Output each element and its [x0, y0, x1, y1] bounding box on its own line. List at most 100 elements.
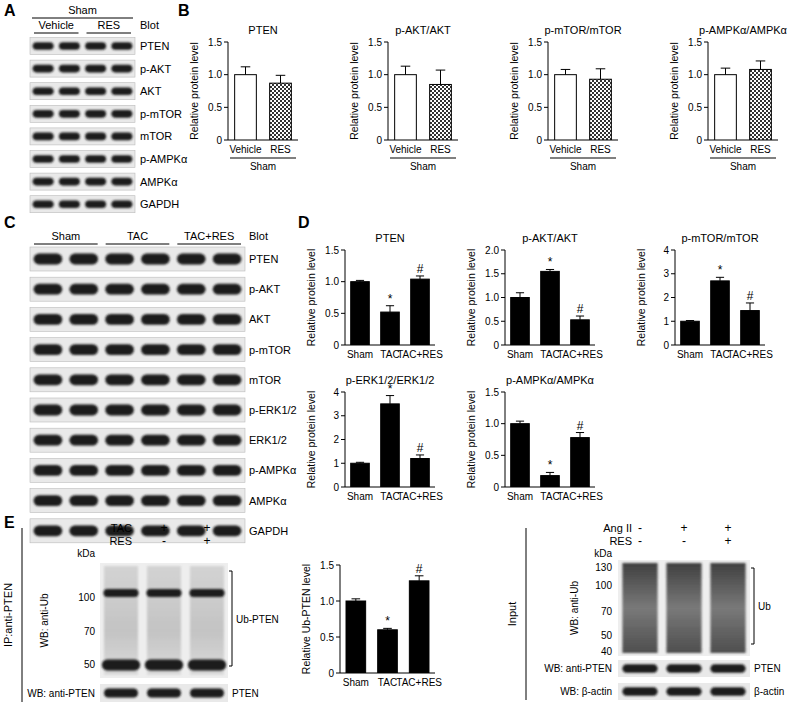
blot-strip	[30, 368, 245, 392]
y-tick	[671, 321, 675, 322]
band	[190, 689, 224, 698]
error-bar	[416, 276, 424, 279]
band	[85, 42, 106, 50]
band	[34, 495, 63, 506]
y-tick	[704, 140, 708, 141]
condition-name: TAC	[111, 522, 132, 534]
band	[111, 110, 132, 118]
bar	[351, 463, 370, 487]
y-tick-label: 0	[536, 135, 542, 146]
error-line	[520, 293, 521, 298]
group-label: Sham	[250, 161, 276, 172]
band	[33, 155, 54, 163]
y-tick	[501, 321, 505, 322]
condition-mark: -	[119, 534, 123, 548]
y-tick	[384, 42, 388, 43]
western-blot: ShamVehicleRESBlotPTENp-AKTAKTp-mTORmTOR…	[30, 4, 188, 213]
band	[710, 664, 745, 673]
bracket	[751, 568, 754, 644]
chart-title: p-mTOR/mTOR	[544, 24, 621, 36]
y-tick	[544, 107, 548, 108]
band	[213, 344, 242, 355]
band	[104, 589, 139, 597]
error-bar	[352, 599, 361, 601]
x-tick-label: RES	[590, 144, 611, 155]
bracket-label: Ub-PTEN	[236, 614, 279, 625]
y-axis-label: Relative protein level	[465, 391, 477, 488]
error-bar	[516, 293, 524, 298]
y-tick	[341, 313, 345, 314]
y-tick-label: 1.0	[208, 69, 222, 80]
band-label: PTEN	[232, 688, 259, 699]
chart-title: p-mTOR/mTOR	[681, 232, 758, 244]
band-label: β-actin	[754, 686, 784, 697]
ub-smear	[104, 566, 138, 675]
bar-chart: 00.51.01.5Sham*TAC#TAC+RESRelative Ub-PT…	[300, 560, 442, 689]
row-label: p-AMPKα	[140, 153, 188, 165]
y-axis-label: Relative protein level	[508, 42, 520, 139]
band	[33, 110, 54, 118]
band	[177, 405, 206, 416]
y-tick-label: 1.5	[528, 37, 542, 48]
error-cap	[516, 421, 524, 422]
bar	[511, 298, 530, 346]
blot-strip	[618, 660, 750, 677]
side-label: IP:anti-PTEN	[2, 583, 14, 647]
ip-blot: IP:anti-PTENTAC-++RES--+kDa1007050WB: an…	[2, 521, 279, 702]
error-bar	[686, 320, 694, 322]
y-tick-label: 0	[216, 135, 222, 146]
blot-strip	[30, 151, 135, 168]
x-tick-label: Vehicle	[229, 144, 262, 155]
band	[59, 65, 80, 73]
band	[105, 284, 134, 295]
row-label: AMPKα	[249, 495, 287, 507]
band	[34, 525, 63, 536]
band	[213, 525, 242, 536]
bar	[381, 404, 400, 487]
band	[34, 374, 63, 385]
error-cap	[756, 60, 766, 61]
row-label: p-AKT	[249, 283, 280, 295]
y-tick-label: 0.5	[325, 308, 339, 319]
row-label: mTOR	[140, 130, 172, 142]
error-bar	[401, 66, 411, 74]
y-tick-label: 1.0	[325, 276, 339, 287]
band	[59, 178, 80, 186]
y-tick	[341, 415, 345, 416]
band	[34, 254, 63, 265]
bars	[351, 276, 430, 345]
group-line	[87, 33, 132, 34]
ub-smear	[666, 563, 701, 653]
wb-label: WB: anti-Ub	[569, 581, 580, 635]
band	[666, 687, 701, 696]
band	[213, 254, 242, 265]
band	[105, 465, 134, 476]
error-bar	[546, 472, 554, 475]
blot-background	[618, 560, 750, 656]
chart-title: p-AMPKα/AMPKα	[699, 24, 788, 36]
band	[147, 589, 182, 597]
y-tick-label: 0	[376, 135, 382, 146]
band	[190, 589, 225, 597]
band	[105, 254, 134, 265]
side-line	[526, 528, 527, 700]
bars	[351, 396, 430, 487]
x-tick-label: TAC+RES	[557, 491, 603, 502]
blot-strip	[30, 60, 135, 77]
bar-chart: 00.51.01.5VehicleRESShamp-AMPKα/AMPKαRel…	[668, 24, 788, 172]
band	[105, 374, 134, 385]
y-tick-label: 1.5	[368, 37, 382, 48]
group-line	[34, 244, 98, 245]
band	[710, 687, 745, 696]
error-bar	[546, 269, 554, 271]
ub-smear	[622, 563, 657, 653]
y-tick	[501, 423, 505, 424]
bar-chart: 00.51.01.5VehicleRESShamp-mTOR/mTORRelat…	[508, 24, 622, 172]
blot-strip	[30, 428, 245, 452]
bars	[235, 67, 292, 140]
marker-label: 70	[601, 606, 613, 617]
bar	[378, 630, 398, 673]
marker-label: 70	[84, 626, 96, 637]
band	[213, 465, 242, 476]
band	[177, 465, 206, 476]
